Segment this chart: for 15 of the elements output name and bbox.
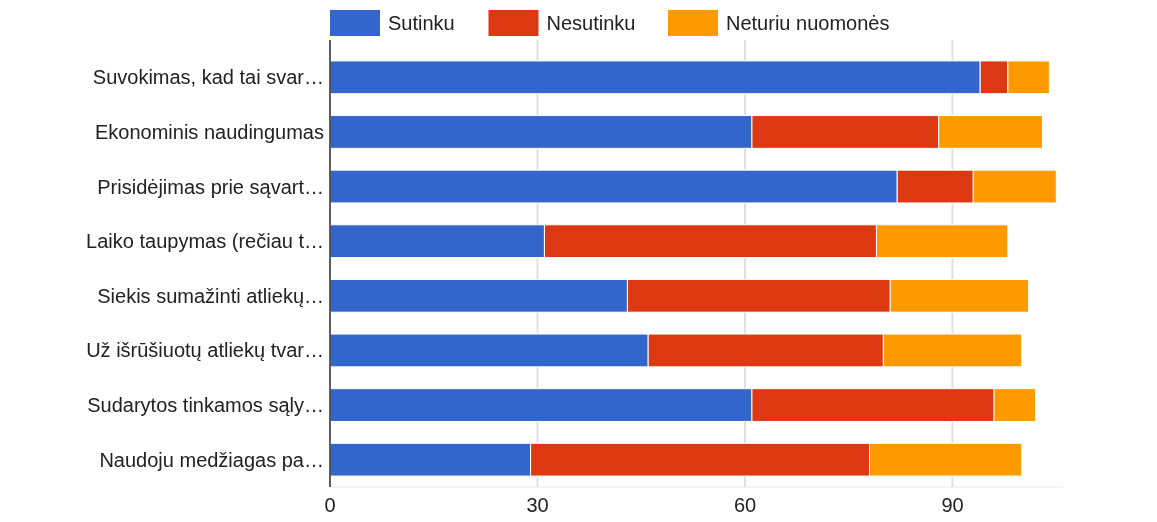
x-tick-label: 60 xyxy=(733,494,757,516)
x-tick-label: 30 xyxy=(526,494,549,516)
y-tick-label: Sudarytos tinkamos sąly… xyxy=(87,394,324,417)
legend-label: Sutinku xyxy=(388,12,455,34)
y-tick-label: Laiko taupymas (rečiau t… xyxy=(86,230,324,253)
x-tick-label: 0 xyxy=(324,494,336,516)
legend-label: Nesutinku xyxy=(546,12,636,34)
x-tick-label: 90 xyxy=(941,494,964,516)
legend-label: Neturiu nuomonės xyxy=(726,12,890,34)
y-tick-label: Ekonominis naudingumas xyxy=(94,120,324,143)
y-tick-label: Naudoju medžiagas pa… xyxy=(99,448,324,471)
y-tick-label: Už išrūšiuotų atliekų tvar… xyxy=(86,339,324,362)
y-tick-label: Siekis sumažinti atliekų… xyxy=(97,284,324,307)
y-tick-label: Suvokimas, kad tai svar… xyxy=(92,66,324,89)
y-tick-label: Prisidėjimas prie sąvart… xyxy=(97,175,324,198)
